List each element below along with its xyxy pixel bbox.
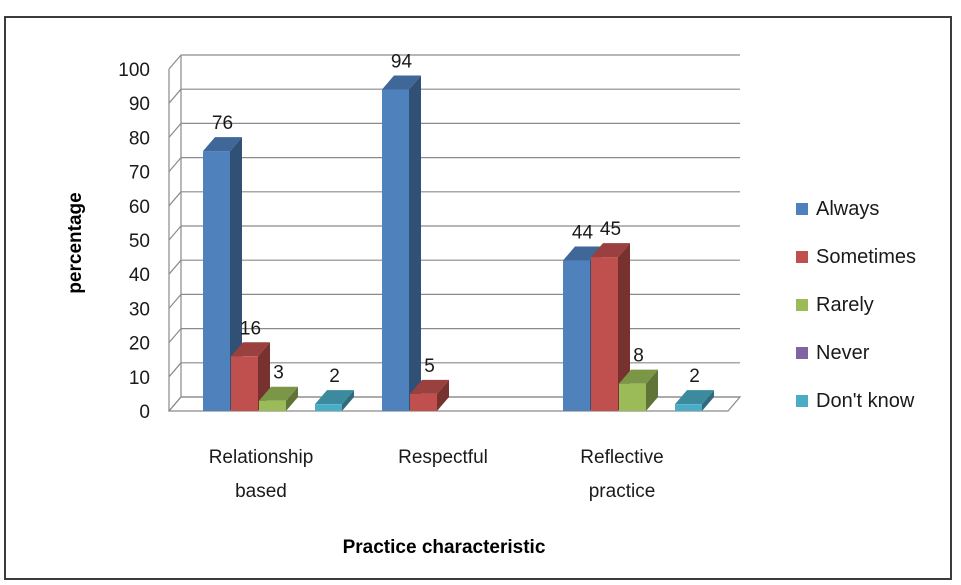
bar-side [230, 137, 242, 411]
data-label: 3 [273, 363, 284, 384]
data-label: 94 [391, 52, 413, 73]
y-tick-label: 10 [129, 368, 150, 389]
floor [167, 396, 742, 412]
y-tick-label: 70 [129, 163, 150, 184]
gridline-side [168, 328, 182, 343]
gridline-side [168, 123, 182, 138]
data-label: 8 [633, 346, 644, 367]
bar-front [203, 151, 230, 411]
data-label: 2 [329, 366, 340, 387]
category-label: Reflective [580, 447, 663, 468]
x-axis-title: Practice characteristic [343, 537, 546, 558]
y-tick-label: 90 [129, 94, 150, 115]
category-label: Relationship [209, 447, 314, 468]
legend-swatch [796, 395, 808, 407]
bar-front [231, 356, 258, 411]
data-label: 45 [600, 219, 621, 240]
bar-side [618, 243, 630, 411]
bar [675, 390, 714, 411]
category-label: Respectful [398, 447, 488, 468]
bar-front [563, 260, 590, 411]
bar-front [675, 404, 702, 411]
gridline-side [168, 88, 182, 104]
bar-front [382, 89, 409, 412]
bar-front [259, 400, 286, 411]
bar-top [259, 386, 298, 401]
bars [203, 75, 714, 412]
bar-top [382, 75, 421, 90]
gridline-side [168, 259, 182, 275]
y-tick-label: 80 [129, 128, 150, 149]
bar-top [675, 390, 714, 405]
data-label: 16 [240, 318, 261, 339]
bar-side [342, 390, 354, 411]
legend-label: Don't know [816, 390, 915, 412]
bar [619, 369, 658, 411]
y-axis-ticks: 0 10 20 30 40 50 60 70 80 90 100 [118, 60, 150, 423]
bar-front [410, 393, 437, 411]
gridline-side [168, 157, 182, 172]
legend-label: Sometimes [816, 246, 916, 268]
bar-top [231, 342, 270, 357]
legend-swatch [796, 347, 808, 359]
data-label: 76 [212, 113, 233, 134]
gridline-side [168, 191, 182, 207]
legend-swatch [796, 203, 808, 215]
legend: Always Sometimes Rarely Never Don't know [796, 198, 916, 412]
bar-side [409, 75, 421, 412]
bar-top [591, 243, 630, 258]
bar-side [437, 379, 449, 411]
y-tick-label: 20 [129, 334, 150, 355]
bar [382, 75, 421, 412]
bar-top [619, 369, 658, 384]
data-label: 5 [424, 356, 435, 377]
bar-front [591, 257, 618, 411]
y-tick-label: 40 [129, 265, 150, 286]
y-tick-label: 30 [129, 299, 150, 320]
data-label: 44 [572, 223, 594, 244]
data-label: 2 [689, 366, 700, 387]
bar [259, 386, 298, 411]
data-labels: 76 16 3 2 94 5 44 45 8 2 [212, 52, 700, 388]
category-label: based [235, 481, 287, 502]
bar-side [646, 369, 658, 411]
gridline-side [168, 54, 182, 70]
legend-label: Always [816, 198, 879, 220]
bar-side [702, 390, 714, 411]
y-axis-title: percentage [65, 192, 86, 293]
bar-top [203, 137, 242, 152]
bar-side [286, 386, 298, 411]
legend-swatch [796, 251, 808, 263]
bar-front [315, 404, 342, 411]
category-label: practice [589, 481, 656, 502]
legend-label: Rarely [816, 294, 874, 316]
x-axis-categories: Relationship based Respectful Reflective pra… [209, 447, 664, 502]
chart-frame [4, 16, 952, 580]
y-tick-label: 60 [129, 197, 150, 218]
bar [410, 379, 449, 411]
bar-front [619, 383, 646, 411]
y-tick-label: 0 [139, 402, 150, 423]
bar [315, 390, 354, 411]
bar-top [410, 379, 449, 394]
legend-label: Never [816, 342, 870, 364]
bar-top [315, 390, 354, 405]
gridline-side [168, 225, 182, 241]
y-tick-label: 100 [118, 60, 150, 81]
bar [203, 137, 242, 411]
bar [591, 243, 630, 411]
y-tick-label: 50 [129, 231, 150, 252]
gridline-side [168, 362, 182, 378]
legend-swatch [796, 299, 808, 311]
gridline-side [168, 294, 182, 309]
